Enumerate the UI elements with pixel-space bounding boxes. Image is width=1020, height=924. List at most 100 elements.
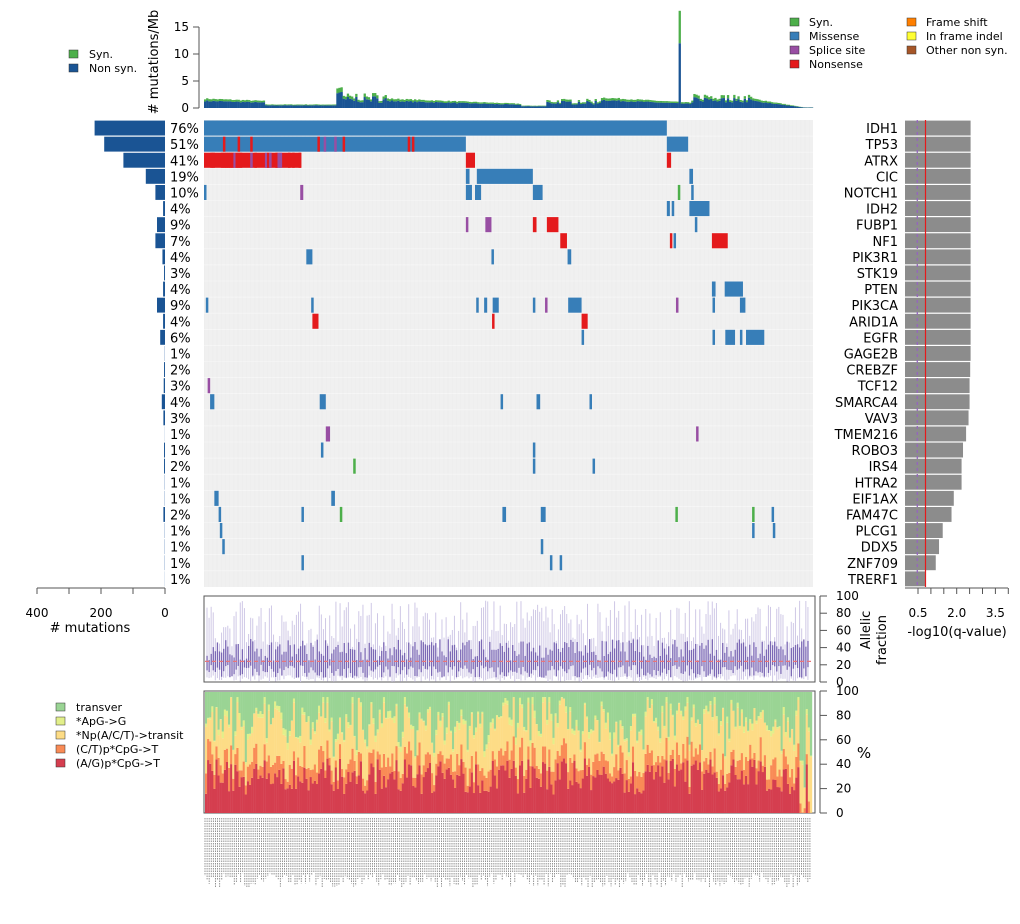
- allelic-fraction-box: [345, 653, 348, 678]
- spectrum-bar-segment: [567, 692, 570, 729]
- oncoprint-cell-missense: [301, 555, 304, 571]
- spectrum-bar-segment: [512, 692, 515, 698]
- tmb-bar-nonsyn: [773, 103, 776, 108]
- allelic-fraction-box: [401, 655, 404, 671]
- spectrum-bar-segment: [284, 729, 287, 737]
- spectrum-bar-segment: [788, 777, 792, 794]
- spectrum-bar-segment: [263, 703, 266, 745]
- spectrum-bar-segment: [481, 692, 484, 712]
- spectrum-bar-segment: [236, 771, 239, 813]
- tmb-bar-nonsyn: [359, 102, 362, 108]
- spectrum-bar-segment: [554, 759, 557, 781]
- spectrum-bar-segment: [244, 764, 248, 786]
- spectrum-bar-segment: [278, 706, 281, 712]
- allelic-fraction-box: [697, 660, 699, 675]
- tmb-bar-nonsyn: [254, 101, 257, 108]
- spectrum-bar-segment: [707, 764, 710, 773]
- spectrum-bar-segment: [443, 778, 446, 813]
- spectrum-bar-segment: [644, 692, 647, 712]
- spectrum-bar-segment: [248, 784, 252, 813]
- allelic-fraction-box: [462, 642, 464, 669]
- tmb-bar-syn: [269, 104, 272, 106]
- spectrum-bar-segment: [451, 751, 455, 772]
- tmb-bar-syn: [584, 102, 587, 104]
- tmb-bar-syn: [233, 99, 236, 102]
- oncoprint-cell-variant: [237, 152, 241, 168]
- tmb-bar-nonsyn: [491, 103, 494, 108]
- oncoprint-column-shade: [754, 120, 756, 587]
- tmb-bar-nonsyn: [355, 96, 358, 108]
- spectrum-bar-segment: [372, 718, 375, 724]
- allelic-fraction-box: [555, 643, 558, 677]
- spectrum-bar-segment: [678, 770, 681, 813]
- allelic-fraction-box: [686, 641, 689, 666]
- tmb-bar-nonsyn: [687, 103, 690, 108]
- tmb-bar-syn: [630, 99, 633, 102]
- tmb-bar-syn: [781, 103, 784, 105]
- spectrum-bar-segment: [357, 698, 361, 752]
- allelic-fraction-box: [672, 644, 674, 667]
- allelic-fraction-box: [441, 651, 443, 678]
- spectrum-bar-segment: [688, 786, 691, 794]
- spectrum-bar-segment: [364, 793, 367, 813]
- tmb-bar-syn: [684, 102, 688, 104]
- spectrum-bar-segment: [491, 761, 495, 813]
- spectrum-bar-segment: [518, 747, 522, 766]
- tmb-bar-nonsyn: [342, 98, 345, 108]
- oncoprint-cell-variant: [269, 152, 272, 168]
- allelic-fraction-box: [279, 644, 281, 669]
- spectrum-bar-segment: [791, 692, 794, 729]
- spectrum-bar-segment: [590, 733, 593, 775]
- tmb-bar-nonsyn: [399, 101, 402, 108]
- oncoprint-cell-missense: [549, 555, 553, 571]
- spectrum-bar-segment: [328, 692, 331, 730]
- spectrum-bar-segment: [659, 738, 662, 743]
- allelic-fraction-box: [389, 648, 391, 677]
- spectrum-bar-segment: [399, 778, 402, 791]
- tmb-bar-nonsyn: [653, 102, 656, 108]
- tmb-bar-syn: [615, 98, 618, 101]
- spectrum-bar-segment: [688, 692, 691, 745]
- spectrum-bar-segment: [571, 728, 574, 734]
- spectrum-bar-segment: [278, 755, 281, 770]
- tmb-bar-syn: [481, 102, 484, 104]
- tmb-bar-syn: [212, 98, 215, 101]
- spectrum-bar-segment: [209, 719, 212, 742]
- spectrum-bar-segment: [318, 692, 321, 706]
- spectrum-bar-segment: [713, 697, 716, 705]
- oncoprint-column-shade: [540, 120, 542, 587]
- spectrum-bar-segment: [228, 791, 231, 813]
- spectrum-bar-segment: [311, 692, 315, 723]
- mutation-count-bar: [157, 217, 165, 233]
- oncoprint-cell-variant: [222, 136, 226, 152]
- spectrum-bar-segment: [451, 771, 455, 780]
- spectrum-bar-segment: [567, 728, 570, 730]
- tmb-bar-syn: [645, 99, 648, 102]
- oncoprint-cell-syn-: [675, 506, 678, 522]
- spectrum-bar-segment: [215, 707, 218, 708]
- tmb-bar-syn: [271, 104, 274, 106]
- spectrum-bar-segment: [405, 753, 409, 778]
- gene-percentage: 4%: [170, 283, 191, 298]
- spectrum-bar-segment: [717, 733, 721, 736]
- mutation-count-axis-label: # mutations: [50, 621, 131, 636]
- spectrum-bar-segment: [786, 764, 790, 784]
- tmb-bar-syn: [393, 99, 396, 102]
- oncoprint-cell-variant: [237, 136, 241, 152]
- gene-label: HTRA2: [855, 476, 898, 491]
- spectrum-bar-segment: [257, 713, 260, 718]
- spectrum-bar-segment: [665, 702, 668, 738]
- tmb-bar-syn: [422, 99, 425, 102]
- oncoprint-column-shade: [708, 120, 710, 587]
- tmb-bar-nonsyn: [388, 101, 392, 108]
- spectrum-bar-segment: [680, 769, 683, 813]
- spectrum-bar-segment: [544, 692, 547, 698]
- tmb-bar-syn: [720, 95, 723, 99]
- spectrum-bar-segment: [470, 713, 474, 756]
- oncoprint-column-shade: [405, 120, 407, 587]
- spectrum-bar-segment: [221, 782, 225, 813]
- spectrum-bar-segment: [305, 768, 308, 779]
- tmb-bar-nonsyn: [607, 100, 610, 108]
- tmb-legend-label: Syn.: [89, 48, 113, 61]
